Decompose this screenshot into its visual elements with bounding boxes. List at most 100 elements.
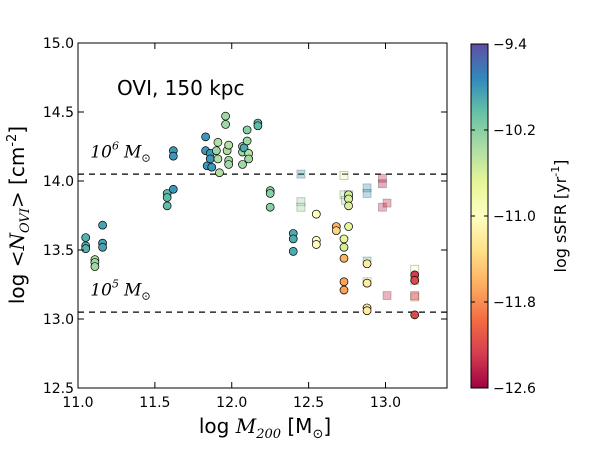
colorbar-tick-label: −10.2 — [493, 123, 536, 139]
data-point-square — [362, 189, 372, 198]
reference-label-sun-symbol: ⊙ — [141, 290, 150, 303]
data-point-circle — [344, 222, 353, 231]
y-axis-label-unit-close: ] — [5, 126, 29, 134]
data-point-square — [382, 198, 392, 208]
data-point-circle — [311, 209, 321, 219]
y-axis-label-sub: OVI — [18, 207, 33, 233]
y-tick-label: 14.0 — [43, 174, 74, 190]
colorbar-ticks: −9.4 −10.2 −11.0 −11.8 −12.6 — [471, 37, 536, 397]
y-axis-label-sup: -2 — [5, 134, 20, 147]
data-point-circle — [339, 253, 349, 263]
reference-label-mass: M — [123, 143, 142, 163]
x-axis-label: log M200 [M⊙] — [199, 414, 331, 442]
data-point-circle — [221, 111, 230, 121]
colorbar-label-end: ] — [551, 160, 570, 166]
data-point-circle — [81, 233, 91, 242]
colorbar-label-text: log sSFR [yr — [551, 176, 570, 272]
reference-line-label: 105 M⊙ — [90, 278, 150, 303]
data-point-circle — [311, 240, 321, 249]
y-axis-label-close: > — [5, 191, 29, 208]
reference-label-base: 10 — [90, 143, 112, 163]
data-point-circle — [288, 234, 298, 244]
data-point-circle — [162, 193, 172, 202]
plot-background — [78, 43, 447, 388]
y-axis-label-unit-open: [cm — [5, 147, 29, 192]
data-point-circle — [81, 244, 91, 253]
data-point-square — [378, 202, 387, 212]
data-point-square — [378, 173, 387, 183]
data-point-circle — [242, 136, 252, 146]
y-tick-label: 13.5 — [43, 243, 74, 259]
data-point-circle — [344, 201, 353, 211]
data-point-circle — [207, 162, 217, 172]
data-point-circle — [221, 120, 230, 129]
data-point-circle — [201, 132, 210, 142]
y-axis-label-var: <N — [5, 232, 29, 268]
y-tick-label: 12.5 — [43, 381, 74, 397]
x-tick-label: 13.0 — [370, 395, 401, 411]
data-point-circle — [212, 146, 221, 155]
panel-annotation: OVI, 150 kpc — [117, 76, 245, 100]
y-axis-label: log <NOVI> [cm-2] — [5, 126, 33, 304]
data-point-circle — [362, 306, 372, 316]
colorbar-label: log sSFR [yr-1] — [549, 160, 570, 273]
y-axis-label-prefix: log — [5, 267, 29, 304]
data-point-circle — [410, 310, 420, 320]
data-point-circle — [224, 140, 234, 150]
colorbar-gradient — [471, 44, 488, 388]
reference-line-labels: 106 M⊙105 M⊙ — [90, 140, 150, 303]
colorbar-tick-label: −12.6 — [493, 381, 536, 397]
data-point-circle — [98, 220, 107, 230]
data-point-circle — [98, 242, 107, 252]
data-point-circle — [410, 276, 420, 285]
reference-label-exponent: 5 — [112, 278, 119, 291]
data-point-circle — [90, 262, 100, 271]
data-point-circle — [339, 242, 349, 252]
plot-area: 106 M⊙105 M⊙ OVI, 150 kpc — [77, 42, 448, 389]
data-point-square — [378, 179, 387, 189]
data-point-circle — [331, 226, 341, 236]
x-tick-label: 11.5 — [139, 395, 170, 411]
reference-label-exponent: 6 — [112, 140, 119, 153]
reference-label-mass: M — [123, 281, 142, 301]
x-axis-label-unit-close: ] — [323, 414, 331, 438]
colorbar-tick-label: −11.0 — [493, 209, 536, 225]
data-point-square — [296, 197, 306, 207]
x-tick-label: 11.0 — [62, 395, 93, 411]
x-axis-label-prefix: log — [199, 414, 236, 438]
colorbar-tick-label: −9.4 — [493, 37, 527, 53]
data-point-square — [410, 291, 420, 300]
data-point-circle — [242, 125, 252, 135]
data-point-circle — [168, 151, 178, 161]
y-tick-label: 14.5 — [43, 105, 74, 121]
data-point-square — [296, 202, 306, 212]
data-point-circle — [244, 154, 254, 164]
x-axis-label-sun-symbol: ⊙ — [312, 427, 323, 442]
y-tick-label: 13.0 — [43, 312, 74, 328]
data-point-circle — [238, 160, 247, 169]
data-point-square — [362, 183, 372, 193]
data-point-circle — [205, 154, 215, 164]
data-point-circle — [339, 285, 349, 295]
colorbar-tick-label: −11.8 — [493, 295, 536, 311]
data-point-square — [296, 169, 306, 179]
data-point-circle — [339, 234, 349, 244]
data-point-square — [382, 291, 392, 300]
data-point-circle — [213, 138, 223, 147]
data-point-circle — [253, 121, 263, 131]
data-point-circle — [168, 184, 178, 194]
x-tick-label: 12.5 — [293, 395, 324, 411]
x-axis-label-sub: 200 — [255, 427, 281, 442]
data-point-circle — [224, 160, 234, 169]
plot-frame — [77, 42, 448, 389]
data-point-circle — [339, 277, 349, 287]
data-point-square — [410, 292, 420, 302]
x-axis-label-var: M — [235, 414, 257, 438]
data-point-circle — [213, 154, 223, 164]
colorbar-label-sup: -1 — [549, 166, 562, 177]
reference-label-sun-symbol: ⊙ — [141, 152, 150, 165]
reference-line-label: 106 M⊙ — [90, 140, 150, 165]
data-point-circle — [215, 168, 224, 178]
y-tick-label: 15.0 — [43, 36, 74, 52]
